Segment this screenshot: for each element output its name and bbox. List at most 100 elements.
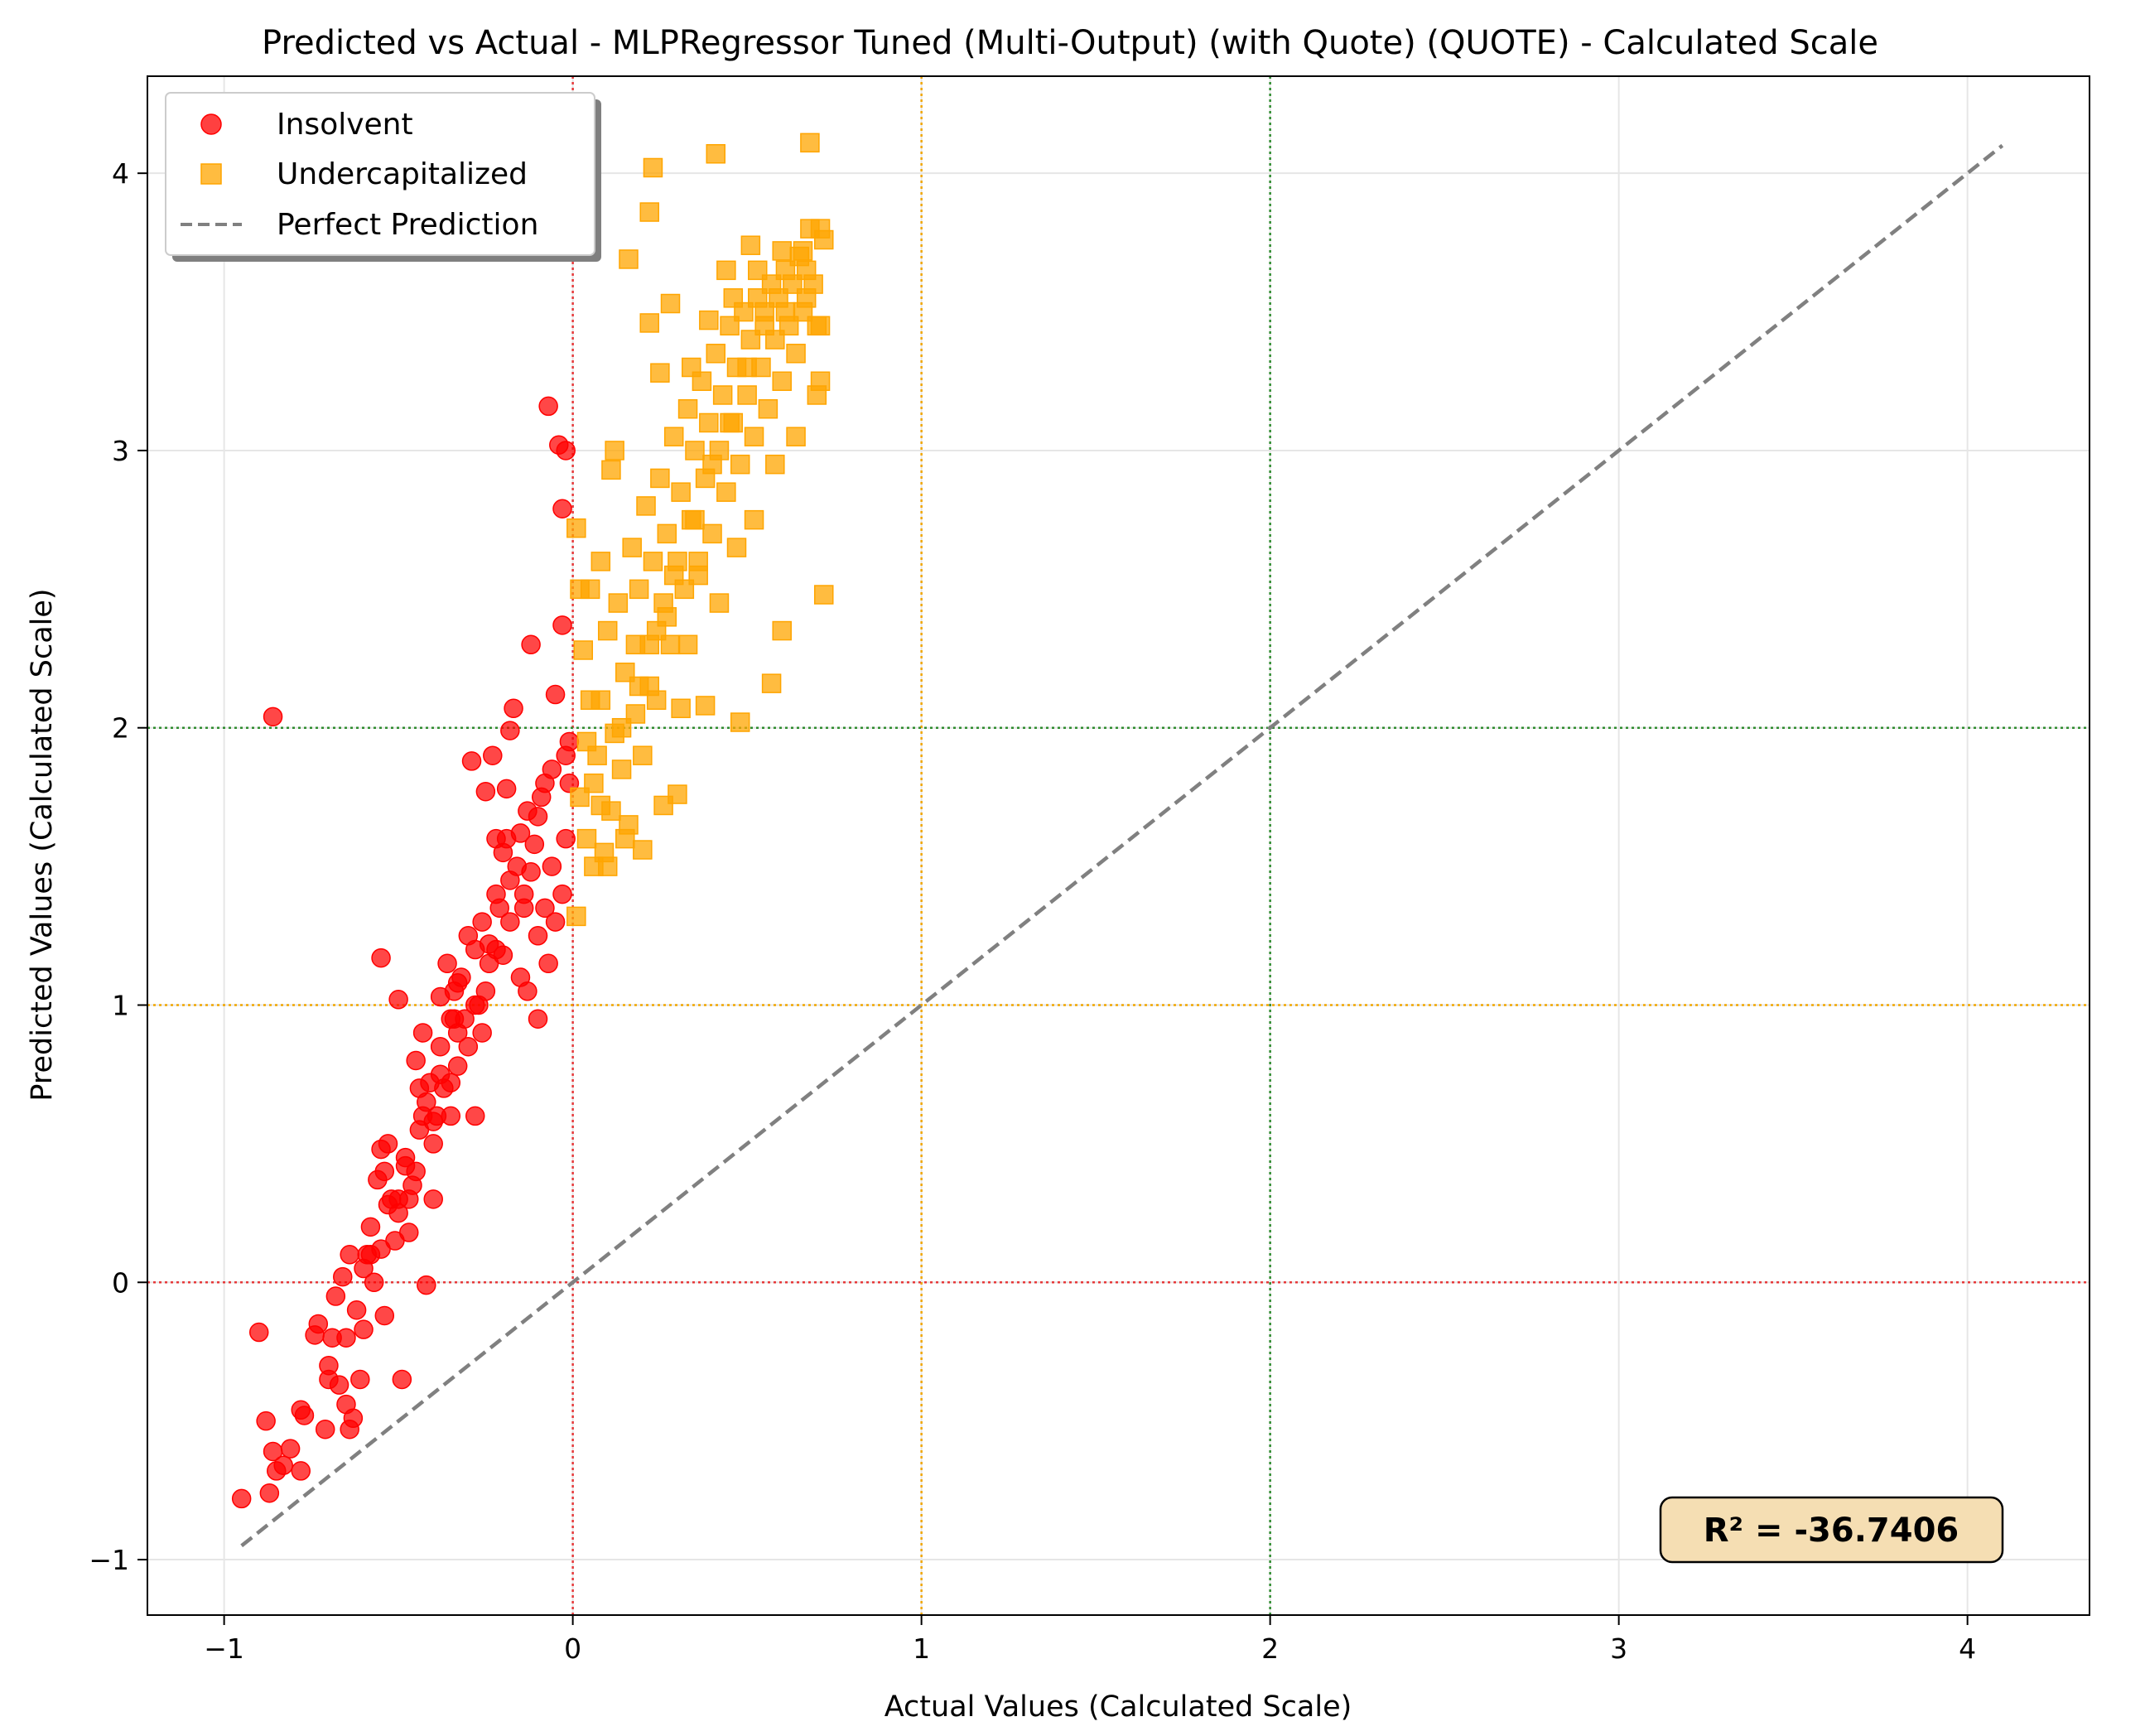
data-point-undercapitalized [744, 427, 764, 446]
data-point-undercapitalized [629, 579, 649, 600]
data-point-undercapitalized [633, 745, 653, 765]
data-point-insolvent [504, 698, 523, 719]
data-point-insolvent [329, 1375, 349, 1395]
data-point-insolvent [472, 912, 492, 932]
data-point-undercapitalized [702, 523, 722, 544]
y-axis-label: Predicted Values (Calculated Scale) [26, 588, 59, 1101]
data-point-insolvent [412, 1106, 433, 1126]
data-point-undercapitalized [671, 482, 691, 502]
data-point-undercapitalized [590, 552, 611, 571]
data-point-undercapitalized [650, 468, 670, 489]
data-point-undercapitalized [796, 288, 817, 308]
legend-label-perfect-prediction: Perfect Prediction [277, 208, 538, 242]
data-point-undercapitalized [740, 235, 761, 255]
data-point-insolvent [417, 1275, 436, 1295]
data-point-insolvent [465, 995, 485, 1015]
perfect-prediction-line-group [240, 143, 2004, 1548]
data-point-insolvent [552, 499, 572, 518]
data-point-undercapitalized [709, 593, 730, 613]
data-point-undercapitalized [653, 795, 673, 816]
data-point-undercapitalized [810, 316, 831, 336]
data-point-undercapitalized [695, 696, 716, 716]
legend-label-undercapitalized: Undercapitalized [277, 157, 528, 191]
data-point-undercapitalized [702, 454, 722, 475]
data-point-undercapitalized [619, 249, 639, 269]
data-point-undercapitalized [643, 157, 663, 178]
data-point-insolvent [437, 953, 457, 974]
data-point-undercapitalized [677, 398, 698, 419]
data-point-insolvent [500, 912, 520, 932]
data-point-insolvent [430, 1064, 451, 1084]
data-point-insolvent [542, 760, 562, 779]
y-tick-label: 2 [112, 712, 129, 745]
data-point-insolvent [535, 898, 555, 919]
data-point-insolvent [559, 731, 580, 752]
data-point-undercapitalized [712, 385, 733, 405]
legend-box [165, 92, 595, 256]
data-point-undercapitalized [737, 357, 757, 378]
data-point-insolvent [340, 1245, 359, 1265]
data-point-undercapitalized [706, 344, 725, 364]
data-point-insolvent [465, 1106, 485, 1126]
data-point-insolvent [545, 684, 566, 705]
r2-annotation-text: R² = -36.7406 [1704, 1512, 1959, 1550]
data-point-insolvent [346, 1300, 367, 1320]
data-point-insolvent [430, 1036, 451, 1057]
series-undercapitalized [566, 133, 834, 927]
data-point-undercapitalized [716, 482, 736, 502]
data-point-undercapitalized [597, 620, 618, 641]
data-point-insolvent [360, 1245, 381, 1265]
data-point-insolvent [395, 1147, 416, 1168]
data-point-insolvent [319, 1355, 339, 1376]
x-tick-label: 1 [913, 1632, 930, 1665]
data-point-insolvent [343, 1408, 364, 1429]
y-tick-label: 1 [112, 989, 129, 1021]
data-point-undercapitalized [807, 385, 827, 405]
data-point-undercapitalized [688, 565, 708, 586]
data-point-undercapitalized [786, 344, 806, 364]
data-point-insolvent [524, 834, 545, 855]
perfect-prediction-line [240, 143, 2004, 1548]
data-point-insolvent [496, 779, 517, 799]
data-point-undercapitalized [611, 717, 632, 738]
data-point-undercapitalized [761, 673, 782, 693]
data-point-insolvent [472, 1023, 492, 1043]
data-point-insolvent [336, 1328, 356, 1348]
data-point-undercapitalized [685, 509, 705, 530]
data-point-insolvent [447, 1056, 468, 1076]
data-point-undercapitalized [605, 441, 624, 461]
data-point-undercapitalized [730, 454, 750, 475]
data-point-undercapitalized [590, 795, 611, 816]
data-point-undercapitalized [597, 856, 618, 876]
data-point-undercapitalized [639, 313, 659, 333]
data-point-insolvent [333, 1266, 353, 1287]
series-insolvent [231, 396, 580, 1509]
data-point-insolvent [325, 1286, 346, 1306]
data-point-undercapitalized [720, 412, 740, 433]
data-point-insolvent [447, 972, 468, 993]
data-point-insolvent [458, 1036, 479, 1057]
data-point-undercapitalized [814, 229, 834, 250]
x-tick-label: 2 [1261, 1632, 1279, 1665]
chart-title: Predicted vs Actual - MLPRegressor Tuned… [262, 24, 1878, 62]
data-point-insolvent [441, 1106, 461, 1126]
data-point-insolvent [280, 1439, 301, 1459]
data-point-insolvent [483, 745, 503, 765]
data-point-undercapitalized [566, 906, 586, 927]
data-point-insolvent [542, 856, 562, 876]
data-point-undercapitalized [633, 840, 653, 860]
x-tick-label: 4 [1959, 1632, 1976, 1665]
y-tick-label: 0 [112, 1266, 129, 1299]
data-point-undercapitalized [660, 293, 681, 314]
data-point-undercapitalized [699, 412, 719, 433]
data-point-undercapitalized [608, 593, 629, 613]
data-point-undercapitalized [706, 143, 725, 164]
data-point-undercapitalized [639, 202, 659, 222]
data-point-insolvent [248, 1322, 269, 1343]
data-point-insolvent [528, 926, 548, 946]
data-point-insolvent [475, 781, 496, 802]
data-point-undercapitalized [643, 552, 663, 571]
data-point-insolvent [294, 1406, 315, 1425]
data-point-insolvent [510, 823, 531, 843]
